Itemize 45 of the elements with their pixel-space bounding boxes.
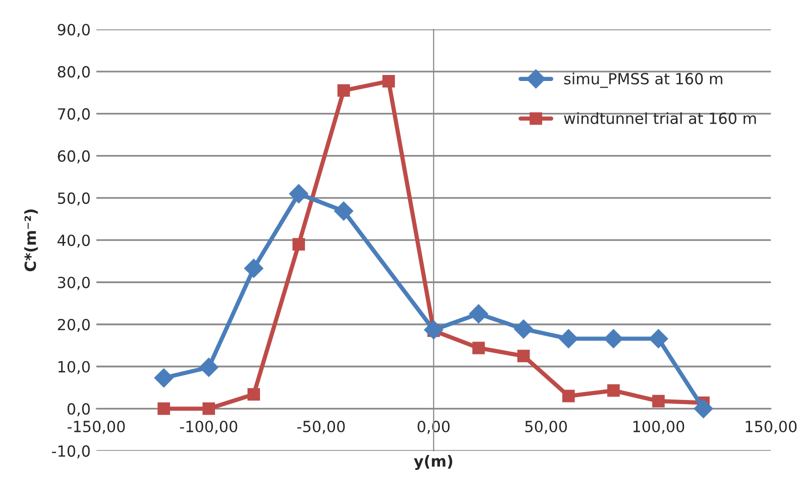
point — [158, 402, 170, 415]
point — [472, 342, 485, 354]
y-tick-label: -10,0 — [52, 445, 90, 458]
point — [337, 84, 350, 97]
point — [382, 74, 395, 88]
point — [202, 402, 216, 415]
legend-label: simu_PMSS at 160 m — [564, 72, 722, 88]
y-tick-label: 40,0 — [58, 234, 90, 248]
x-tick-label: -50,00 — [297, 420, 345, 434]
point — [562, 390, 575, 402]
legend-label: windtunnel trial at 160 m — [564, 112, 756, 124]
x-tick-label: 50,00 — [525, 420, 567, 434]
point — [604, 328, 624, 349]
x-tick-label: 150,00 — [746, 420, 797, 434]
point — [198, 358, 219, 378]
point — [334, 201, 354, 221]
y-tick-label: 10,0 — [58, 360, 90, 374]
point — [652, 394, 665, 408]
y-axis-title: C*(m⁻²) — [24, 209, 38, 272]
point — [424, 320, 444, 340]
point — [648, 328, 668, 349]
y-tick-label: 80,0 — [58, 66, 90, 80]
y-tick-label: 20,0 — [58, 318, 90, 332]
x-tick-label: -100,00 — [180, 420, 238, 434]
x-tick-label: 0,00 — [418, 420, 450, 434]
point — [694, 398, 714, 418]
point — [514, 319, 534, 339]
y-tick-label: 90,0 — [58, 24, 90, 37]
y-tick-label: 50,0 — [58, 192, 90, 206]
x-tick-label: -150,00 — [68, 420, 125, 434]
point — [468, 304, 488, 324]
point — [288, 184, 309, 204]
point — [558, 328, 578, 349]
point — [244, 258, 264, 278]
y-tick-label: 60,0 — [58, 150, 90, 164]
x-tick-label: 100,00 — [633, 420, 684, 434]
y-tick-label: 70,0 — [58, 108, 90, 122]
point — [292, 238, 305, 251]
point — [154, 368, 174, 388]
point — [517, 350, 530, 362]
x-axis-title: y(m) — [414, 455, 452, 470]
y-tick-label: 0,0 — [68, 403, 90, 416]
point — [248, 388, 260, 401]
point — [607, 384, 620, 397]
y-tick-label: 30,0 — [58, 276, 90, 290]
